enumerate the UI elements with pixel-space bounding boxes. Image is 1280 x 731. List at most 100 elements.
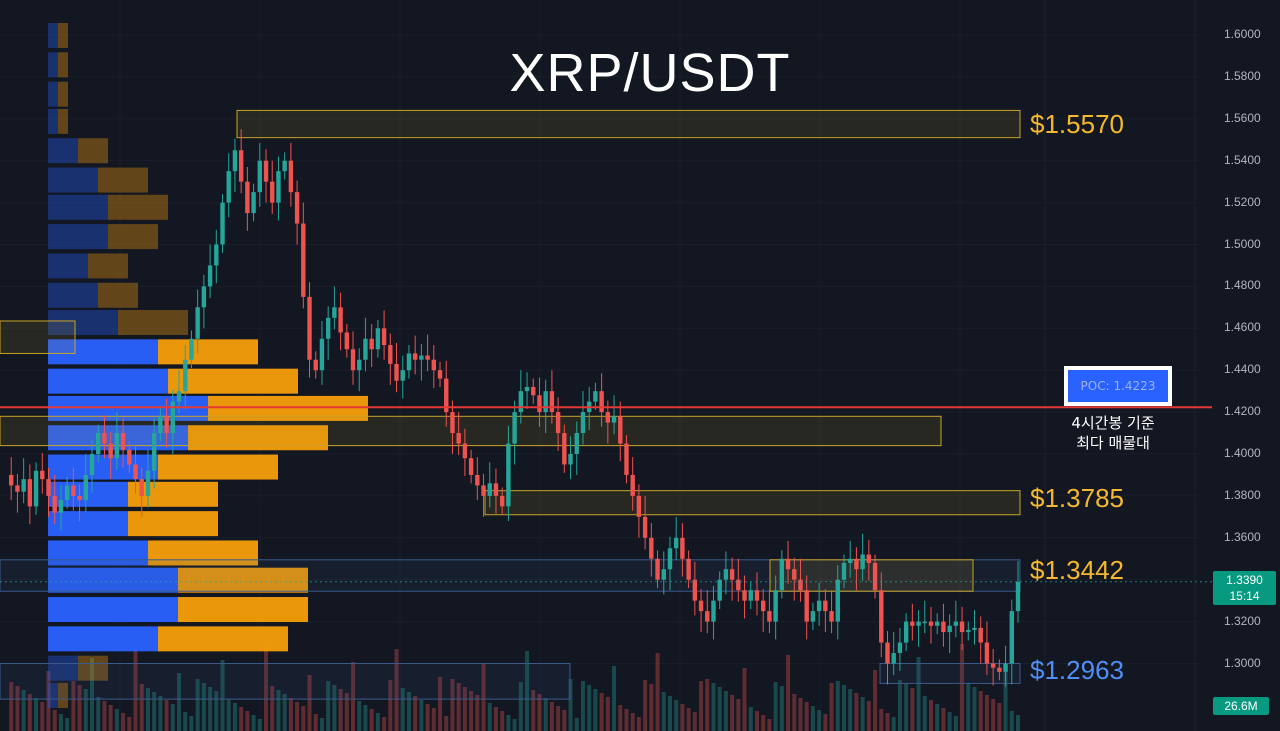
price-zone-box [0, 415, 942, 447]
profile-bar-buy [48, 368, 168, 394]
volume-bar [922, 696, 927, 731]
volume-bar [960, 644, 965, 731]
volume-bar [239, 707, 244, 731]
volume-bar [425, 704, 430, 731]
candle-body [114, 433, 120, 459]
chart-overlay [0, 406, 1212, 583]
volume-tag: 26.6M [1213, 697, 1269, 715]
candle-body [164, 416, 169, 434]
poc-label: POC: 1.4223 [1068, 370, 1168, 402]
profile-bar-sell [98, 282, 138, 308]
volume-bar [779, 686, 784, 731]
candle-body [649, 537, 654, 559]
candle-body [667, 548, 673, 570]
candle-body [705, 611, 710, 622]
chart-grid [1044, 0, 1196, 731]
candle-body [350, 349, 356, 371]
profile-bar-sell [148, 540, 258, 566]
volume-bar [307, 675, 312, 731]
poc-note-line-1: 4시간봉 기준 [1071, 414, 1155, 432]
candle-body [301, 223, 306, 297]
candle-body [636, 495, 642, 517]
candle-body [910, 621, 915, 626]
candle-body [785, 558, 791, 570]
candle-body [642, 516, 648, 538]
volume-bar [512, 719, 517, 731]
candle-body [456, 433, 461, 444]
volume-bar [618, 705, 623, 731]
volume-bar [730, 695, 735, 731]
volume-bar [506, 715, 511, 731]
profile-bar-sell [58, 682, 68, 708]
volume-bar [52, 710, 57, 731]
candle-body [916, 621, 921, 626]
volume-bar [431, 708, 436, 731]
candle-body [419, 355, 424, 360]
volume-bar [699, 681, 704, 731]
axis-tick-label: 1.3200 [1224, 613, 1261, 628]
chart-title: XRP/USDT [509, 43, 791, 103]
volume-bar [897, 680, 902, 731]
volume-bar [823, 714, 828, 731]
candle-body [425, 355, 430, 360]
axis-tick-label: 1.6000 [1224, 27, 1261, 41]
volume-bar [947, 712, 952, 731]
volume-bar [661, 692, 666, 731]
candle-body [444, 378, 449, 413]
candle-body [158, 416, 163, 434]
profile-bar-buy [48, 310, 118, 336]
volume-bar [723, 691, 728, 731]
candle-body [369, 338, 374, 350]
volume-bar [332, 685, 337, 731]
volume-bar [605, 697, 610, 731]
volume-bar [363, 705, 368, 731]
volume-bar [419, 700, 424, 731]
profile-bar-sell [58, 52, 68, 78]
axis-tick-label: 1.4600 [1224, 320, 1261, 335]
candle-body [599, 391, 604, 413]
volume-bar [835, 681, 840, 731]
volume-bar [711, 683, 716, 731]
candle-body [1009, 611, 1014, 664]
volume-bar [692, 712, 697, 731]
volume-bar [879, 709, 884, 731]
candle-body [835, 579, 840, 622]
profile-bar-sell [158, 339, 258, 365]
candle-body [499, 495, 505, 507]
candle-body [562, 433, 567, 465]
profile-bar-buy [48, 81, 58, 107]
profile-bar-buy [48, 682, 58, 708]
candle-body [214, 244, 219, 266]
candle-body [860, 554, 865, 570]
candle-body [966, 629, 971, 633]
profile-bar-buy [48, 282, 98, 308]
candle-body [978, 627, 983, 643]
profile-bar-sell [158, 454, 278, 480]
volume-bar [96, 697, 101, 731]
candle-body [145, 470, 151, 496]
volume-bar [885, 713, 890, 731]
candle-body [232, 150, 238, 172]
volume-bar [891, 717, 896, 731]
axis-tick-label: 1.4200 [1224, 404, 1261, 419]
volume-bar [904, 684, 909, 731]
poc-badge: POC: 1.4223 [1064, 366, 1172, 406]
profile-bar-sell [58, 108, 68, 134]
candle-body [661, 569, 666, 580]
volume-bar [562, 710, 567, 731]
volume-bar [624, 709, 629, 731]
volume-bar [65, 718, 70, 731]
volume-bar [220, 660, 225, 731]
volume-bar [288, 698, 293, 731]
candle-body [195, 307, 200, 339]
volume-bar [456, 683, 461, 731]
candle-body [580, 412, 586, 434]
volume-bar [270, 686, 275, 731]
candle-body [96, 433, 101, 454]
candle-body [176, 391, 182, 402]
candle-body [375, 328, 381, 350]
candle-body [400, 370, 405, 381]
volume-bar [686, 708, 691, 731]
volume-bar [773, 682, 778, 731]
